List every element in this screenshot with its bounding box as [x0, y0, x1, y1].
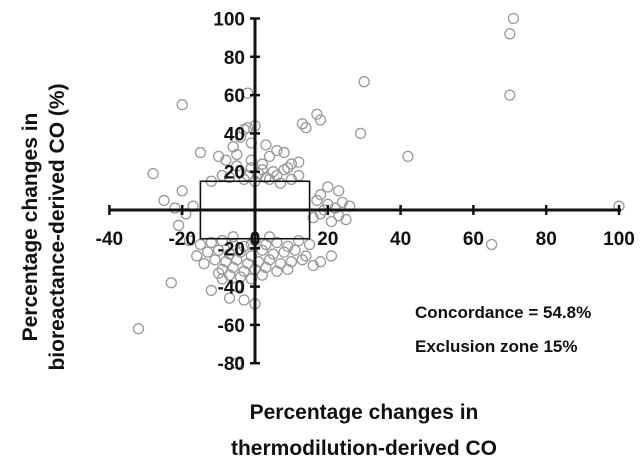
data-point	[294, 157, 304, 167]
data-point	[192, 251, 202, 261]
x-tick-label: -40	[96, 229, 123, 250]
data-point	[305, 239, 315, 249]
x-tick-label: 0	[250, 229, 261, 250]
x-tick-label: -20	[168, 229, 195, 250]
y-tick-label: -40	[218, 278, 245, 299]
data-point	[326, 216, 336, 226]
x-axis-title-line1: Percentage changes in	[250, 401, 479, 424]
x-tick-label: 20	[317, 229, 338, 250]
data-point	[268, 249, 278, 259]
annotation-concordance: Concordance = 54.8%	[415, 303, 591, 322]
data-point	[148, 169, 158, 179]
y-tick-label: 100	[213, 10, 245, 31]
data-point	[487, 239, 497, 249]
data-point	[312, 195, 322, 205]
x-tick-label: 80	[536, 229, 557, 250]
data-point	[323, 182, 333, 192]
y-tick-label: -60	[218, 316, 245, 337]
x-axis-title-line2: thermodilution-derived CO	[231, 437, 497, 460]
y-tick-label: -80	[218, 354, 245, 375]
data-point	[316, 115, 326, 125]
y-tick-label: 20	[224, 163, 245, 184]
data-point	[177, 100, 187, 110]
data-point	[261, 140, 271, 150]
y-tick-label: 60	[224, 86, 245, 107]
data-point	[334, 186, 344, 196]
y-axis-title-line1: Percentage changes in	[19, 113, 42, 342]
data-point	[505, 29, 515, 39]
data-point	[508, 14, 518, 24]
data-point	[166, 278, 176, 288]
data-point	[326, 251, 336, 261]
data-point	[312, 109, 322, 119]
data-point	[206, 285, 216, 295]
data-point	[294, 236, 304, 246]
data-point	[195, 148, 205, 158]
data-point	[505, 90, 515, 100]
data-point	[279, 148, 289, 158]
data-point	[279, 247, 289, 257]
x-tick-label: 60	[463, 229, 484, 250]
data-point	[134, 324, 144, 334]
data-point	[403, 151, 413, 161]
data-point	[257, 159, 267, 169]
data-point	[159, 195, 169, 205]
y-tick-label: -20	[218, 239, 245, 260]
data-point	[359, 77, 369, 87]
annotation-exclusion-zone: Exclusion zone 15%	[415, 337, 578, 356]
data-point	[170, 203, 180, 213]
y-axis-title-line2: bioreactance-derived CO (%)	[46, 83, 69, 370]
y-tick-label: 80	[224, 48, 245, 69]
data-point	[356, 128, 366, 138]
data-point	[177, 186, 187, 196]
y-tick-label: 40	[224, 124, 245, 145]
x-tick-label: 100	[603, 229, 635, 250]
x-tick-label: 40	[390, 229, 411, 250]
